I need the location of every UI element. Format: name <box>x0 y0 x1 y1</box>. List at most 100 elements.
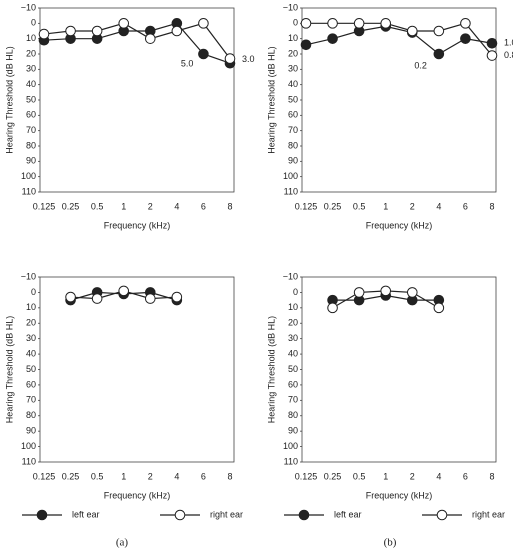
y-tick-label: 100 <box>283 441 298 451</box>
y-tick-label: 110 <box>284 456 298 466</box>
data-point <box>327 33 338 44</box>
x-axis-label: Frequency (kHz) <box>366 220 433 230</box>
annotation: 3.0 <box>242 54 255 64</box>
data-point <box>224 53 236 64</box>
x-tick-label: 2 <box>148 201 153 211</box>
y-tick-label: −10 <box>21 2 36 12</box>
y-tick-label: 30 <box>288 333 298 343</box>
y-tick-label: 100 <box>283 171 298 181</box>
y-tick-label: 110 <box>284 186 298 196</box>
y-tick-label: 70 <box>288 125 298 135</box>
x-tick-label: 0.5 <box>91 201 104 211</box>
legend-label: right ear <box>472 509 505 519</box>
x-tick-label: 0.5 <box>91 471 104 481</box>
x-tick-label: 6 <box>463 201 468 211</box>
x-tick-label: 0.25 <box>324 201 342 211</box>
y-axis-label: Hearing Threshold (dB HL) <box>266 46 276 153</box>
y-tick-label: 20 <box>288 318 298 328</box>
legend-label: left ear <box>72 509 100 519</box>
y-tick-label: 60 <box>288 379 298 389</box>
y-tick-label: 40 <box>26 79 36 89</box>
y-tick-label: 50 <box>288 364 298 374</box>
y-tick-label: 90 <box>288 156 298 166</box>
data-point <box>144 293 156 304</box>
y-tick-label: 50 <box>288 94 298 104</box>
data-point <box>91 25 103 37</box>
x-tick-label: 8 <box>489 471 494 481</box>
data-point <box>38 28 50 40</box>
y-tick-label: 60 <box>26 379 36 389</box>
y-tick-label: 0 <box>31 18 36 28</box>
y-tick-label: 60 <box>288 110 298 120</box>
data-point <box>406 25 418 37</box>
y-tick-label: 20 <box>288 48 298 58</box>
data-point <box>486 37 498 49</box>
y-tick-label: 0 <box>293 287 298 297</box>
data-point <box>380 18 392 29</box>
x-tick-label: 4 <box>174 201 179 211</box>
data-point <box>486 50 498 61</box>
y-tick-label: −10 <box>283 2 298 12</box>
x-axis-label: Frequency (kHz) <box>366 490 433 500</box>
panel-label: (a) <box>116 537 129 549</box>
annotation: 0.2 <box>414 60 427 70</box>
y-axis-label: Hearing Threshold (dB HL) <box>4 316 14 423</box>
data-point <box>327 302 338 314</box>
y-tick-label: 100 <box>21 441 36 451</box>
data-point <box>406 287 418 298</box>
y-tick-label: −10 <box>21 271 36 281</box>
data-point <box>433 25 445 37</box>
data-point <box>380 285 392 297</box>
y-tick-label: 30 <box>288 64 298 74</box>
x-tick-label: 6 <box>201 471 206 481</box>
x-tick-label: 0.125 <box>33 471 56 481</box>
y-tick-label: 40 <box>288 348 298 358</box>
data-point <box>433 48 445 60</box>
y-tick-label: 90 <box>288 426 298 436</box>
x-tick-label: 1 <box>383 201 388 211</box>
x-tick-label: 0.125 <box>295 471 318 481</box>
x-tick-label: 0.25 <box>62 201 80 211</box>
data-point <box>144 33 156 44</box>
data-point <box>460 18 471 29</box>
x-tick-label: 0.25 <box>324 471 342 481</box>
y-tick-label: 80 <box>288 140 298 150</box>
y-tick-label: 30 <box>26 64 36 74</box>
y-tick-label: 100 <box>21 171 36 181</box>
y-tick-label: 10 <box>26 33 36 43</box>
data-point <box>118 18 130 29</box>
data-point <box>65 25 76 37</box>
data-point <box>353 18 365 29</box>
y-tick-label: 80 <box>26 140 36 150</box>
data-point <box>198 48 209 60</box>
y-tick-label: 70 <box>288 395 298 405</box>
x-tick-label: 4 <box>436 471 441 481</box>
x-tick-label: 0.5 <box>353 471 366 481</box>
y-tick-label: 110 <box>22 186 36 196</box>
x-tick-label: 0.5 <box>353 201 366 211</box>
data-point <box>65 291 76 303</box>
x-tick-label: 6 <box>201 201 206 211</box>
legend-marker <box>174 509 186 521</box>
y-tick-label: 50 <box>26 94 36 104</box>
y-tick-label: 10 <box>288 33 298 43</box>
x-tick-label: 0.125 <box>33 201 56 211</box>
x-tick-label: 6 <box>463 471 468 481</box>
y-tick-label: 90 <box>26 426 36 436</box>
y-tick-label: 30 <box>26 333 36 343</box>
legend-marker <box>436 509 448 521</box>
x-tick-label: 8 <box>489 201 494 211</box>
x-tick-label: 2 <box>410 471 415 481</box>
y-tick-label: 0 <box>293 18 298 28</box>
y-tick-label: 20 <box>26 48 36 58</box>
y-tick-label: 10 <box>288 302 298 312</box>
data-point <box>198 18 209 29</box>
y-axis-label: Hearing Threshold (dB HL) <box>4 46 14 153</box>
data-point <box>460 33 471 44</box>
data-point <box>300 39 312 51</box>
x-tick-label: 4 <box>436 201 441 211</box>
x-tick-label: 1 <box>121 201 126 211</box>
data-point <box>327 18 338 29</box>
x-tick-label: 2 <box>148 471 153 481</box>
